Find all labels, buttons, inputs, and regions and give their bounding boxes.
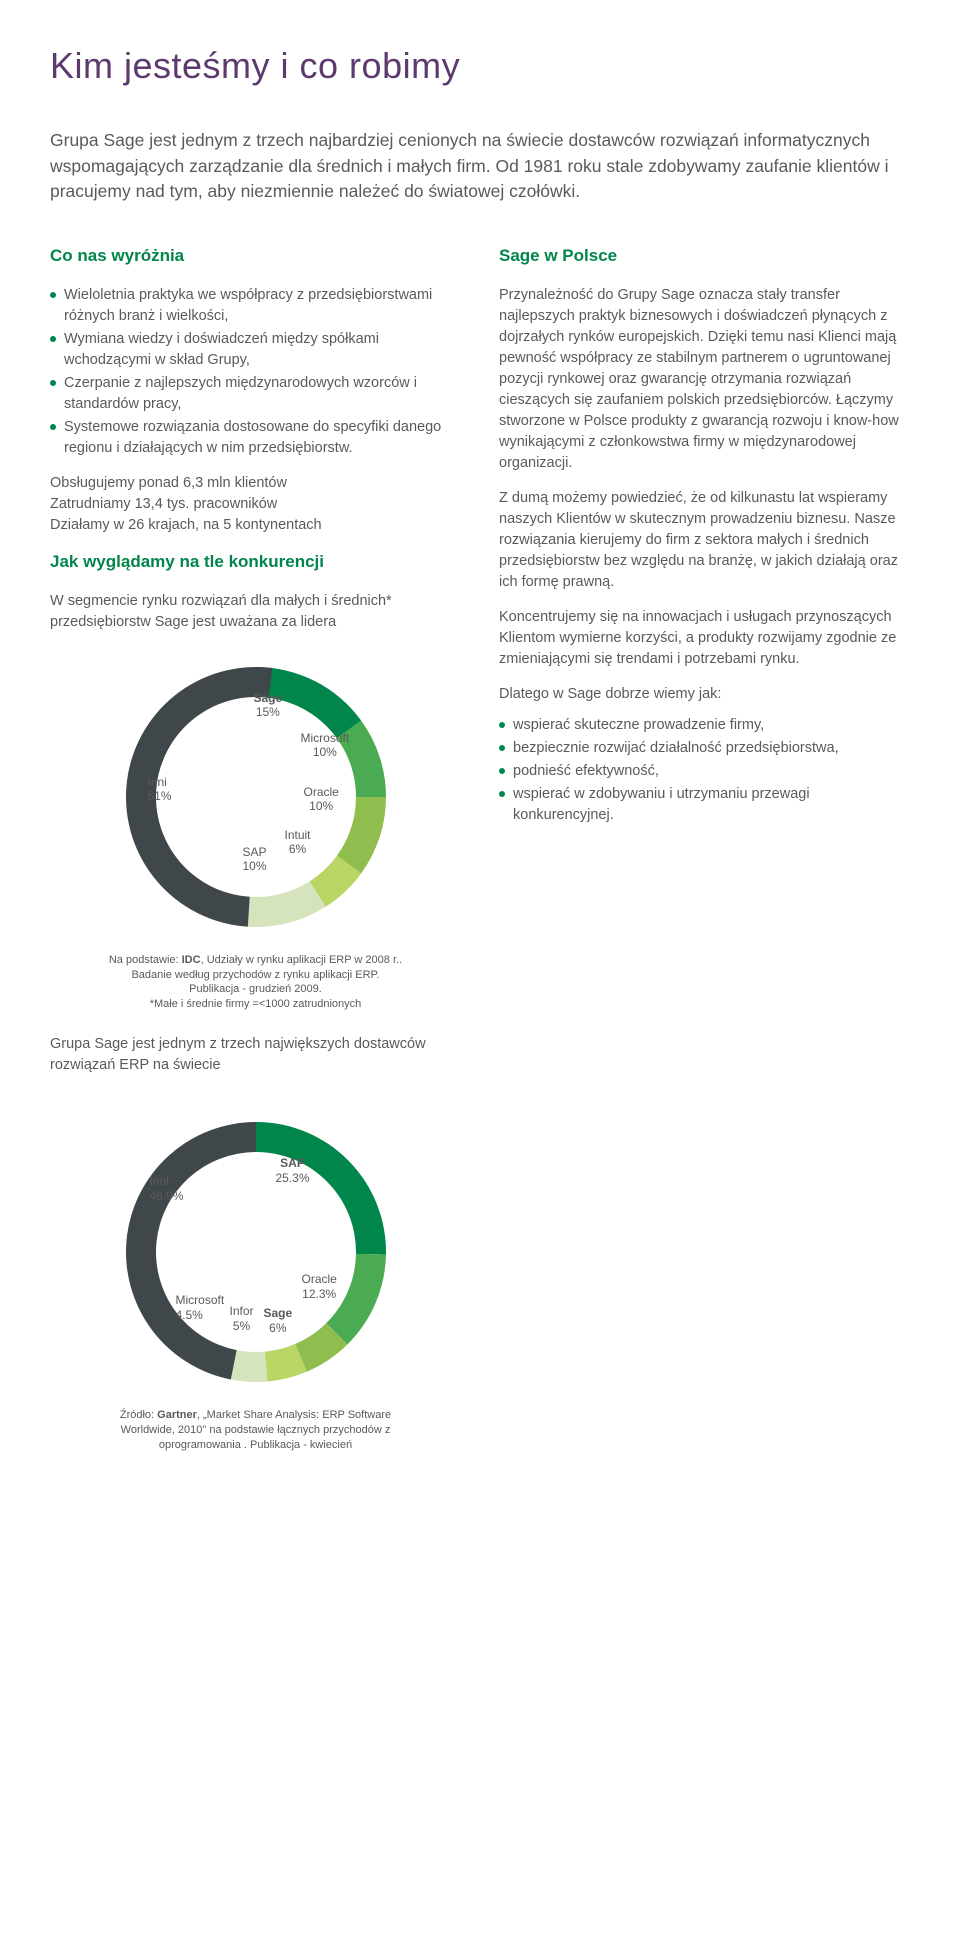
chart-label: Sage6% xyxy=(264,1306,293,1335)
chart-label: Sage15% xyxy=(254,691,283,720)
chart-label: Infor5% xyxy=(230,1304,254,1333)
list-item: wspierać skuteczne prowadzenie firmy, xyxy=(499,715,910,736)
bullets-we-know: wspierać skuteczne prowadzenie firmy,bez… xyxy=(499,715,910,826)
chart-label: Oracle12.3% xyxy=(302,1272,337,1301)
chart-label: SAP10% xyxy=(243,845,267,874)
chart1-caption: Na podstawie: IDC, Udziały w rynku aplik… xyxy=(106,953,406,1012)
chart-label: Inni46.9% xyxy=(150,1174,184,1203)
list-item: podnieść efektywność, xyxy=(499,761,910,782)
heading-sage-poland: Sage w Polsce xyxy=(499,244,910,269)
list-item: Wymiana wiedzy i doświadczeń między spół… xyxy=(50,329,461,371)
page-title: Kim jesteśmy i co robimy xyxy=(50,40,910,92)
heading-competition: Jak wyglądamy na tle konkurencji xyxy=(50,550,461,575)
competition-intro: W segmencie rynku rozwiązań dla małych i… xyxy=(50,591,461,633)
right-lead: Dlatego w Sage dobrze wiemy jak: xyxy=(499,684,910,705)
chart-erp-applications: Sage15% Microsoft10% Oracle10% Intuit6% SAP1… xyxy=(50,647,461,1012)
list-item: Systemowe rozwiązania dostosowane do spe… xyxy=(50,417,461,459)
bullets-distinguishes: Wieloletnia praktyka we współpracy z prz… xyxy=(50,285,461,459)
after-chart1-text: Grupa Sage jest jednym z trzech najwięks… xyxy=(50,1034,461,1076)
chart-label: Oracle10% xyxy=(304,785,339,814)
list-item: wspierać w zdobywaniu i utrzymaniu przew… xyxy=(499,784,910,826)
right-p2: Z dumą możemy powiedzieć, że od kilkunas… xyxy=(499,488,910,593)
list-item: Wieloletnia praktyka we współpracy z prz… xyxy=(50,285,461,327)
chart-label: SAP25.3% xyxy=(276,1156,310,1185)
right-column: Sage w Polsce Przynależność do Grupy Sag… xyxy=(499,244,910,1474)
list-item: bezpiecznie rozwijać działalność przedsi… xyxy=(499,738,910,759)
chart-label: Microsoft4.5% xyxy=(176,1293,225,1322)
chart2-caption: Źródło: Gartner, „Market Share Analysis:… xyxy=(106,1408,406,1453)
chart-label: Inni51% xyxy=(148,775,172,804)
chart-label: Intuit6% xyxy=(285,828,311,857)
heading-what-distinguishes: Co nas wyróżnia xyxy=(50,244,461,269)
right-p3: Koncentrujemy się na innowacjach i usług… xyxy=(499,607,910,670)
intro-paragraph: Grupa Sage jest jednym z trzech najbardz… xyxy=(50,128,910,204)
chart-erp-worldwide: SAP25.3% Oracle12.3% Sage6% Infor5%Microsof… xyxy=(50,1102,461,1453)
list-item: Czerpanie z najlepszych międzynarodowych… xyxy=(50,373,461,415)
stats-text: Obsługujemy ponad 6,3 mln klientówZatrud… xyxy=(50,473,461,536)
chart-label: Microsoft10% xyxy=(301,731,350,760)
left-column: Co nas wyróżnia Wieloletnia praktyka we … xyxy=(50,244,461,1474)
right-p1: Przynależność do Grupy Sage oznacza stał… xyxy=(499,285,910,474)
